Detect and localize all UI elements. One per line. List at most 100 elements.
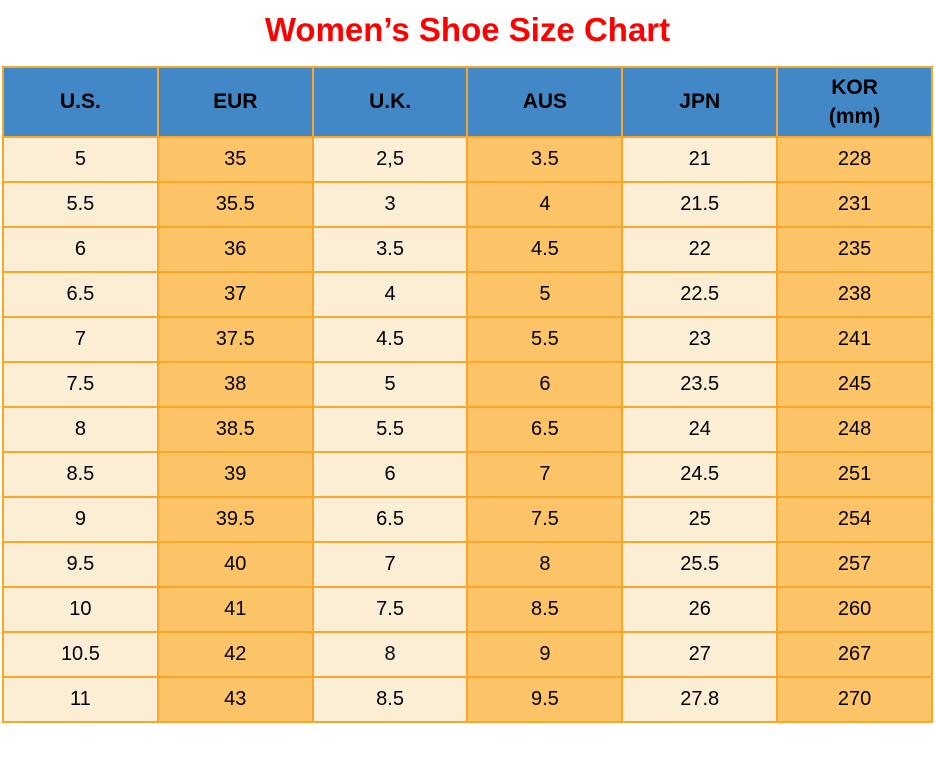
table-cell: 3: [311, 181, 469, 228]
table-cell: 41: [156, 586, 314, 633]
page-title: Women’s Shoe Size Chart: [264, 11, 671, 48]
table-cell: 6: [2, 226, 159, 273]
size-chart-table: U.S. EUR U.K. AUS JPN KOR (mm) 5 35 2,5 3.5 21 228…: [2, 66, 933, 723]
table-cell: 9: [2, 496, 159, 543]
table-cell: 25.5: [621, 541, 779, 588]
table-cell: 7.5: [2, 361, 159, 408]
table-cell: 260: [776, 586, 933, 633]
table-cell: 248: [776, 406, 933, 453]
table-cell: 8: [466, 541, 624, 588]
table-cell: 35: [156, 136, 314, 183]
table-cell: 7: [2, 316, 159, 363]
table-row: 6.5 37 4 5 22.5 238: [2, 271, 933, 318]
table-cell: 10.5: [2, 631, 159, 678]
table-row: 8 38.5 5.5 6.5 24 248: [2, 406, 933, 453]
table-cell: 21.5: [621, 181, 779, 228]
header-cell-kor: KOR (mm): [776, 66, 933, 138]
table-cell: 245: [776, 361, 933, 408]
table-cell: 6.5: [2, 271, 159, 318]
table-cell: 3.5: [311, 226, 469, 273]
table-cell: 7: [311, 541, 469, 588]
header-cell-uk: U.K.: [311, 66, 469, 138]
table-cell: 241: [776, 316, 933, 363]
table-row: 11 43 8.5 9.5 27.8 270: [2, 676, 933, 723]
table-cell: 9.5: [466, 676, 624, 723]
table-cell: 36: [156, 226, 314, 273]
table-cell: 3.5: [466, 136, 624, 183]
table-cell: 6.5: [311, 496, 469, 543]
header-row: U.S. EUR U.K. AUS JPN KOR (mm): [2, 66, 933, 138]
table-cell: 38: [156, 361, 314, 408]
header-cell-us: U.S.: [2, 66, 159, 138]
table-cell: 6: [466, 361, 624, 408]
table-cell: 6: [311, 451, 469, 498]
table-cell: 8: [311, 631, 469, 678]
table-row: 10 41 7.5 8.5 26 260: [2, 586, 933, 633]
header-cell-jpn: JPN: [621, 66, 779, 138]
table-cell: 270: [776, 676, 933, 723]
table-cell: 5: [2, 136, 159, 183]
table-cell: 4: [466, 181, 624, 228]
table-cell: 254: [776, 496, 933, 543]
table-cell: 238: [776, 271, 933, 318]
table-cell: 7.5: [466, 496, 624, 543]
table-cell: 5: [311, 361, 469, 408]
table-cell: 21: [621, 136, 779, 183]
table-cell: 2,5: [311, 136, 469, 183]
table-cell: 26: [621, 586, 779, 633]
header-cell-aus: AUS: [466, 66, 624, 138]
table-cell: 35.5: [156, 181, 314, 228]
table-cell: 27.8: [621, 676, 779, 723]
table-cell: 27: [621, 631, 779, 678]
table-cell: 8.5: [311, 676, 469, 723]
table-cell: 40: [156, 541, 314, 588]
table-cell: 231: [776, 181, 933, 228]
table-cell: 228: [776, 136, 933, 183]
table-cell: 8.5: [2, 451, 159, 498]
table-row: 9.5 40 7 8 25.5 257: [2, 541, 933, 588]
table-cell: 38.5: [156, 406, 314, 453]
table-cell: 6.5: [466, 406, 624, 453]
header-cell-eur: EUR: [156, 66, 314, 138]
table-cell: 39: [156, 451, 314, 498]
table-cell: 39.5: [156, 496, 314, 543]
table-row: 7.5 38 5 6 23.5 245: [2, 361, 933, 408]
table-cell: 257: [776, 541, 933, 588]
table-cell: 22.5: [621, 271, 779, 318]
table-row: 5 35 2,5 3.5 21 228: [2, 136, 933, 183]
table-cell: 10: [2, 586, 159, 633]
table-header: U.S. EUR U.K. AUS JPN KOR (mm): [2, 66, 933, 138]
table-cell: 267: [776, 631, 933, 678]
table-cell: 5.5: [466, 316, 624, 363]
table-cell: 4: [311, 271, 469, 318]
table-cell: 43: [156, 676, 314, 723]
table-cell: 4.5: [466, 226, 624, 273]
table-cell: 24: [621, 406, 779, 453]
table-cell: 5: [466, 271, 624, 318]
table-cell: 23.5: [621, 361, 779, 408]
table-cell: 22: [621, 226, 779, 273]
table-cell: 37: [156, 271, 314, 318]
table-row: 6 36 3.5 4.5 22 235: [2, 226, 933, 273]
table-cell: 8: [2, 406, 159, 453]
table-cell: 8.5: [466, 586, 624, 633]
table-cell: 5.5: [2, 181, 159, 228]
table-cell: 11: [2, 676, 159, 723]
table-cell: 9.5: [2, 541, 159, 588]
table-cell: 5.5: [311, 406, 469, 453]
table-cell: 4.5: [311, 316, 469, 363]
table-cell: 7.5: [311, 586, 469, 633]
table-row: 10.5 42 8 9 27 267: [2, 631, 933, 678]
table-row: 5.5 35.5 3 4 21.5 231: [2, 181, 933, 228]
table-body: 5 35 2,5 3.5 21 228 5.5 35.5 3 4 21.5 231 6 36 3.5 4.5 2…: [2, 136, 933, 723]
table-cell: 37.5: [156, 316, 314, 363]
table-cell: 235: [776, 226, 933, 273]
table-cell: 24.5: [621, 451, 779, 498]
table-cell: 251: [776, 451, 933, 498]
table-row: 8.5 39 6 7 24.5 251: [2, 451, 933, 498]
table-row: 7 37.5 4.5 5.5 23 241: [2, 316, 933, 363]
table-cell: 25: [621, 496, 779, 543]
table-cell: 42: [156, 631, 314, 678]
table-cell: 23: [621, 316, 779, 363]
